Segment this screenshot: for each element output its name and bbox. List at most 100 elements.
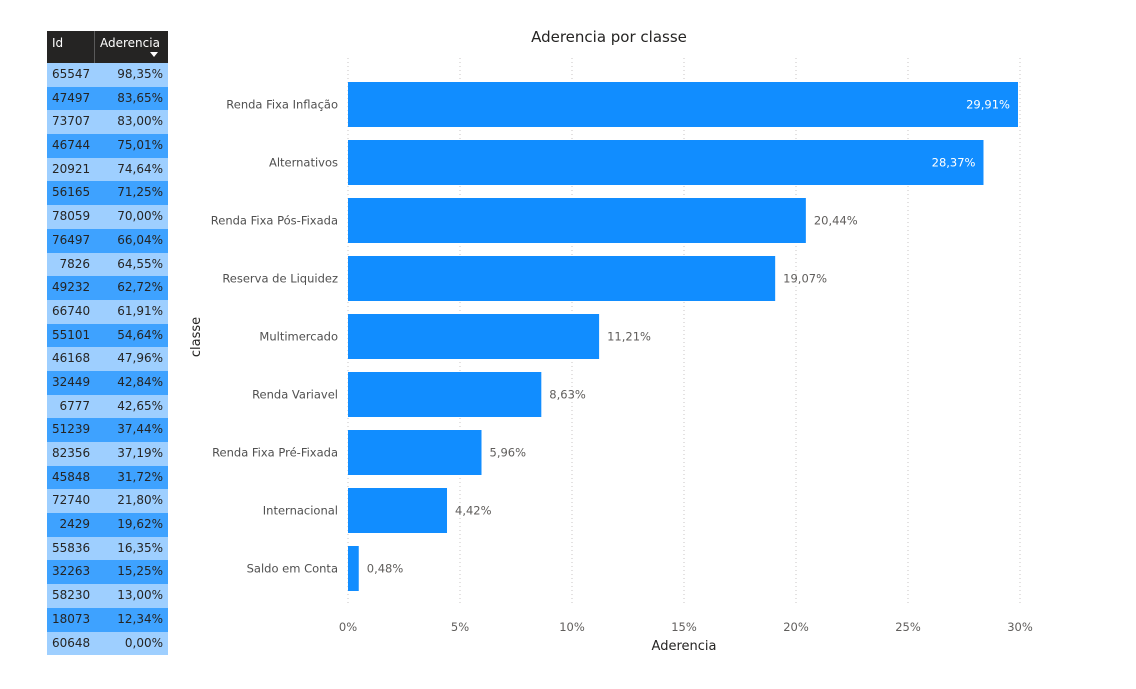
table-row[interactable]: 49232 62,72% — [47, 276, 168, 300]
cell-aderencia: 42,65% — [117, 398, 163, 413]
cell-id: 32263 — [52, 564, 91, 579]
cell-aderencia: 15,25% — [117, 564, 163, 579]
x-tick-label: 10% — [559, 620, 585, 634]
cell-id: 66740 — [52, 303, 91, 318]
cell-aderencia: 54,64% — [117, 327, 163, 342]
cell-aderencia: 83,00% — [117, 114, 163, 129]
table-row[interactable]: 78059 70,00% — [47, 205, 168, 229]
bar[interactable] — [348, 546, 359, 591]
cell-aderencia: 61,91% — [117, 303, 163, 318]
bar[interactable] — [348, 430, 482, 475]
sort-descending-icon — [150, 52, 158, 57]
cell-id: 2429 — [59, 517, 90, 532]
bar[interactable] — [348, 198, 806, 243]
cell-id: 49232 — [52, 280, 91, 295]
cell-id: 20921 — [52, 161, 91, 176]
category-label: Renda Fixa Pós-Fixada — [211, 214, 338, 228]
category-label: Renda Fixa Pré-Fixada — [212, 446, 338, 460]
table-row[interactable]: 66740 61,91% — [47, 299, 168, 324]
category-label: Renda Variavel — [252, 388, 338, 402]
category-label: Internacional — [263, 504, 338, 518]
data-label: 5,96% — [490, 446, 527, 460]
cell-aderencia: 98,35% — [117, 67, 163, 81]
cell-aderencia: 83,65% — [117, 90, 163, 105]
cell-aderencia: 37,44% — [117, 422, 163, 437]
table-body: 65547 98,35% 47497 83,65% 73707 83,00% 46744 75… — [47, 63, 168, 656]
cell-aderencia: 47,96% — [117, 351, 163, 366]
bar[interactable] — [348, 140, 984, 185]
cell-id: 60648 — [52, 635, 91, 650]
table-row[interactable]: 20921 74,64% — [47, 157, 168, 182]
cell-id: 55836 — [52, 540, 91, 555]
cell-id: 58230 — [52, 588, 91, 603]
column-header-id[interactable]: Id — [47, 31, 95, 63]
bar[interactable] — [348, 256, 776, 301]
cell-aderencia: 71,25% — [117, 185, 163, 200]
table-row[interactable]: 47497 83,65% — [47, 86, 168, 111]
table-row[interactable]: 46168 47,96% — [47, 347, 168, 371]
cell-aderencia: 12,34% — [117, 611, 163, 626]
cell-id: 78059 — [52, 209, 91, 224]
category-label: Multimercado — [259, 330, 338, 344]
table-row[interactable]: 46744 75,01% — [47, 134, 168, 158]
cell-id: 47497 — [52, 90, 91, 105]
cell-aderencia: 13,00% — [117, 588, 163, 603]
x-axis-ticks: 0% 5% 10% 15% 20% 25% 30% — [339, 620, 1033, 634]
table-row[interactable]: 76497 66,04% — [47, 228, 168, 253]
table-row[interactable]: 65547 98,35% — [47, 63, 168, 87]
table-row[interactable]: 73707 83,00% — [47, 110, 168, 135]
cell-aderencia: 31,72% — [117, 469, 163, 484]
table-row[interactable]: 55101 54,64% — [47, 323, 168, 348]
table-row[interactable]: 32263 15,25% — [47, 560, 168, 585]
bar[interactable] — [348, 488, 448, 533]
cell-id: 51239 — [52, 422, 91, 437]
table-row[interactable]: 60648 0,00% — [47, 631, 168, 656]
cell-aderencia: 74,64% — [117, 161, 163, 176]
table-row[interactable]: 6777 42,65% — [47, 394, 168, 419]
y-axis-label: classe — [189, 317, 204, 357]
table-row[interactable]: 72740 21,80% — [47, 489, 168, 514]
table-header: Id Aderencia — [47, 31, 168, 63]
table-row[interactable]: 55836 16,35% — [47, 536, 168, 561]
x-tick-label: 30% — [1007, 620, 1033, 634]
category-label: Reserva de Liquidez — [222, 272, 338, 286]
cell-id: 46168 — [52, 351, 91, 366]
table-row[interactable]: 56165 71,25% — [47, 181, 168, 206]
x-tick-label: 5% — [451, 620, 469, 634]
data-label: 4,42% — [455, 504, 492, 518]
cell-id: 45848 — [52, 469, 91, 484]
data-label: 0,48% — [367, 562, 404, 576]
bar[interactable] — [348, 82, 1018, 127]
bar[interactable] — [348, 314, 600, 359]
cell-id: 7826 — [59, 256, 90, 271]
cell-id: 73707 — [52, 114, 91, 129]
bar[interactable] — [348, 372, 542, 417]
cell-id: 46744 — [52, 138, 91, 153]
chart-title: Aderencia por classe — [531, 28, 687, 46]
cell-id: 6777 — [59, 398, 90, 413]
x-axis-label: Aderencia — [652, 639, 717, 654]
table-row[interactable]: 45848 31,72% — [47, 465, 168, 490]
category-label: Renda Fixa Inflação — [226, 98, 338, 112]
table-row[interactable]: 58230 13,00% — [47, 584, 168, 608]
x-tick-label: 25% — [895, 620, 921, 634]
table-row[interactable]: 51239 37,44% — [47, 418, 168, 442]
cell-id: 56165 — [52, 185, 91, 200]
table-row[interactable]: 2429 19,62% — [47, 513, 168, 537]
cell-id: 18073 — [52, 611, 91, 626]
data-label: 29,91% — [966, 98, 1010, 112]
x-tick-label: 20% — [783, 620, 809, 634]
table-row[interactable]: 32449 42,84% — [47, 370, 168, 395]
table-row[interactable]: 82356 37,19% — [47, 442, 168, 466]
column-header-aderencia[interactable]: Aderencia — [95, 31, 168, 63]
category-label: Saldo em Conta — [247, 562, 338, 576]
cell-id: 65547 — [52, 67, 91, 81]
cell-aderencia: 21,80% — [117, 493, 163, 508]
table-row[interactable]: 7826 64,55% — [47, 252, 168, 277]
table-row[interactable]: 18073 12,34% — [47, 607, 168, 632]
data-label: 19,07% — [783, 272, 827, 286]
cell-id: 55101 — [52, 327, 91, 342]
cell-aderencia: 16,35% — [117, 540, 163, 555]
category-label: Alternativos — [269, 156, 338, 170]
